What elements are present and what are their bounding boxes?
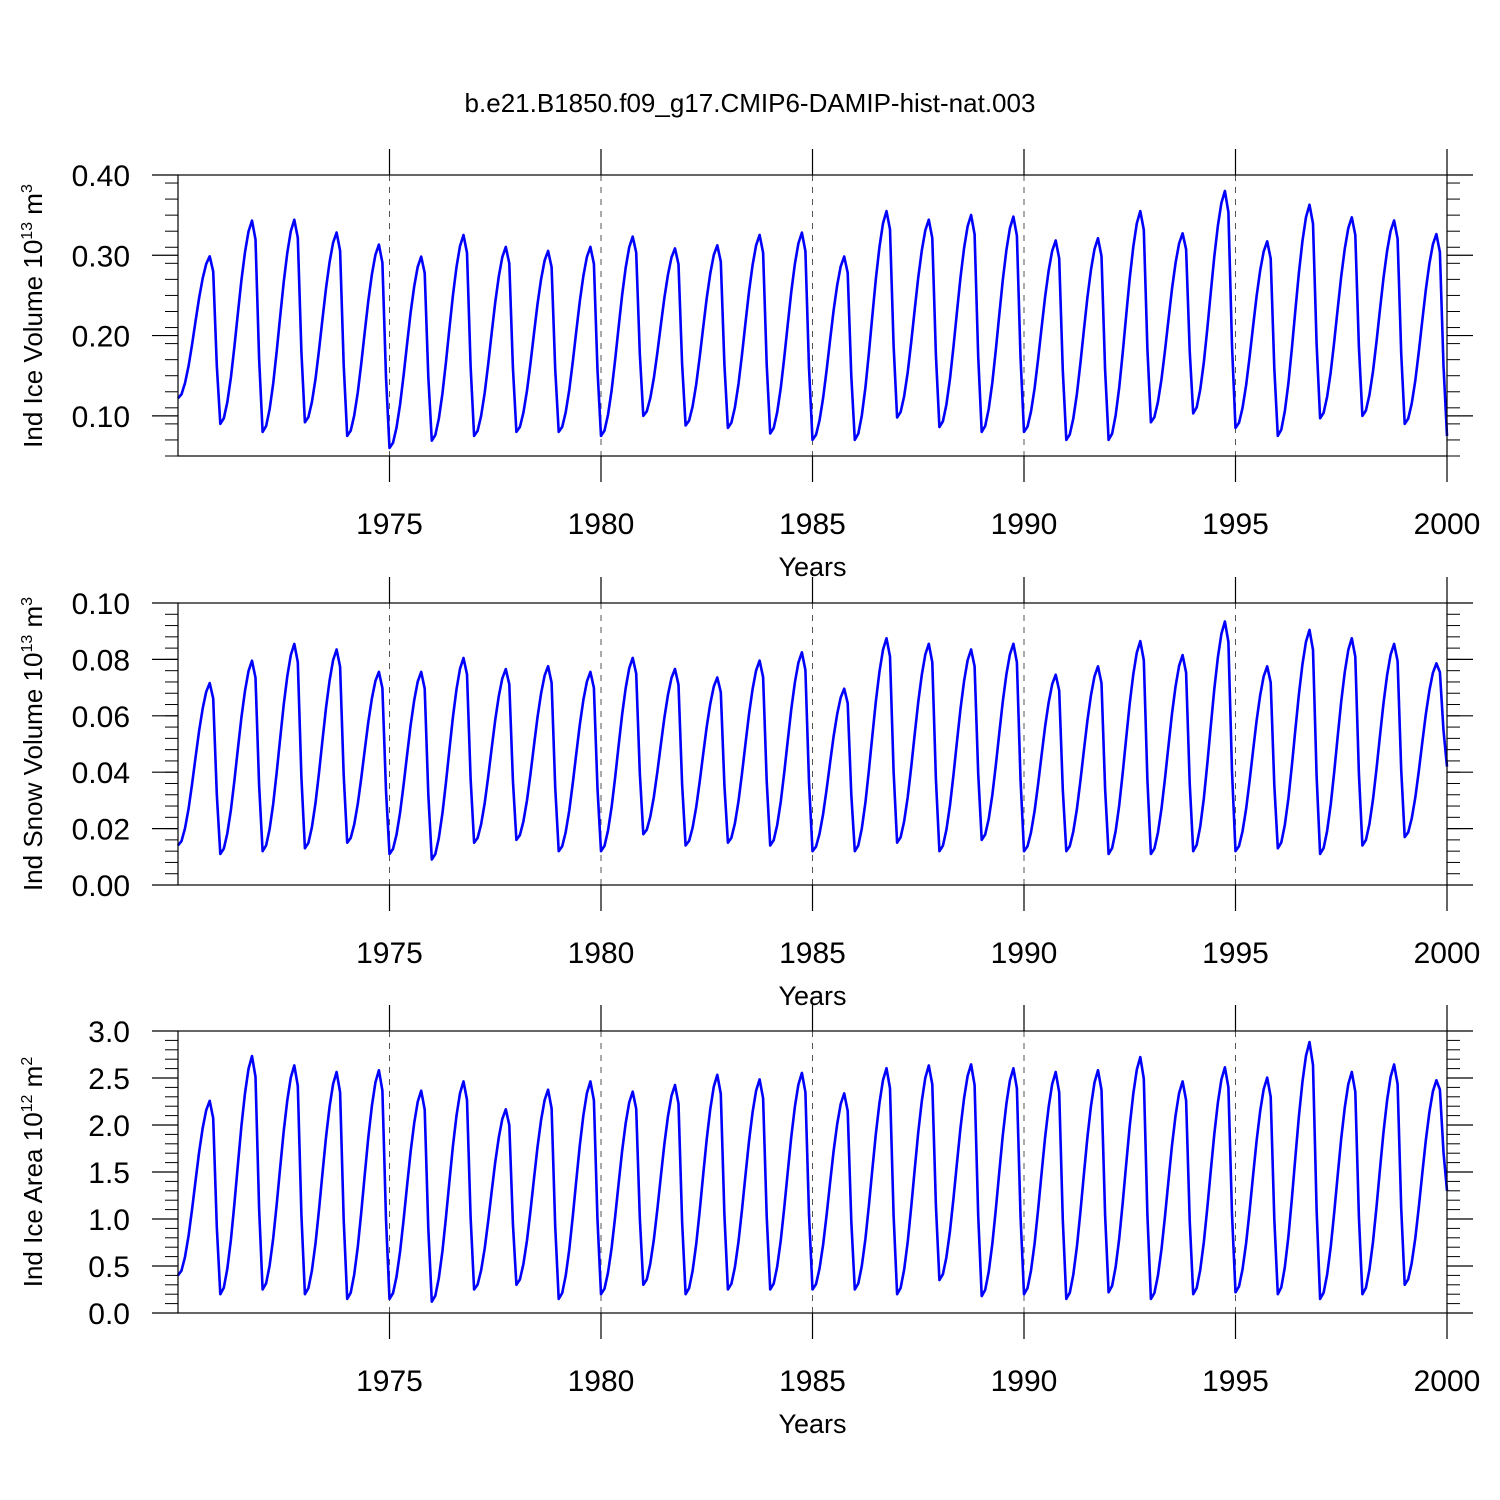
ice-volume-xtick-label: 1980	[568, 508, 635, 541]
ice-volume-xtick-label: 1995	[1202, 508, 1269, 541]
ice-area-ylabel-part: m	[18, 1066, 48, 1095]
ice-area-ytick-label: 0.5	[88, 1251, 130, 1284]
ice-area-ytick-label: 3.0	[88, 1016, 130, 1049]
snow-volume-xtick-label: 1995	[1202, 937, 1269, 970]
ice-volume-xtick-label: 1990	[991, 508, 1058, 541]
ice-volume-ylabel-part: Ind Ice Volume 10	[18, 240, 48, 448]
snow-volume-series-line	[176, 620, 1449, 861]
snow-volume-xtick-label: 1985	[779, 937, 846, 970]
snow-volume-xtick-label: 1975	[356, 937, 423, 970]
ice-area-ylabel: Ind Ice Area 1012 m2	[18, 1057, 48, 1288]
snow-volume-ytick-label: 0.02	[72, 814, 130, 847]
ice-area-panel: 0.0 0.5 1.0 1.5 2.0 2.5 3.0 1975 1980 1985 1990 199…	[18, 1005, 1480, 1439]
figure-title: b.e21.B1850.f09_g17.CMIP6-DAMIP-hist-nat…	[465, 88, 1036, 118]
ice-volume-xtick-label: 1975	[356, 508, 423, 541]
snow-volume-ylabel-part: m	[18, 606, 48, 635]
snow-volume-ytick-label: 0.00	[72, 870, 130, 903]
snow-volume-ylabel-part: 13	[19, 635, 36, 653]
ice-volume-ylabel-part: m	[18, 193, 48, 222]
ice-area-ylabel-part: Ind Ice Area 10	[18, 1112, 48, 1287]
ice-area-ytick-label: 2.0	[88, 1110, 130, 1143]
ice-area-xlabel: Years	[778, 1409, 846, 1439]
ice-volume-ylabel: Ind Ice Volume 1013 m3	[18, 184, 48, 448]
ice-area-xtick-label: 1980	[568, 1365, 635, 1398]
snow-volume-ytick-label: 0.08	[72, 644, 130, 677]
snow-volume-ytick-label: 0.06	[72, 701, 130, 734]
ice-volume-xtick-label: 1985	[779, 508, 846, 541]
ice-area-ytick-label: 2.5	[88, 1063, 130, 1096]
ice-volume-ytick-label: 0.20	[72, 321, 130, 354]
ice-volume-xtick-label: 2000	[1414, 508, 1481, 541]
ice-volume-series-line	[177, 189, 1449, 450]
ice-area-xtick-label: 1990	[991, 1365, 1058, 1398]
snow-volume-ytick-label: 0.04	[72, 757, 130, 790]
ice-volume-ytick-label: 0.40	[72, 160, 130, 193]
snow-volume-ylabel: Ind Snow Volume 1013 m3	[18, 597, 48, 891]
ice-area-ytick-label: 0.0	[88, 1298, 130, 1331]
ice-area-ylabel-part: 12	[19, 1094, 36, 1112]
ice-volume-ytick-label: 0.30	[72, 240, 130, 273]
ice-volume-ytick-label: 0.10	[72, 401, 130, 434]
snow-volume-xtick-label: 1980	[568, 937, 635, 970]
ice-volume-ylabel-part: 3	[19, 184, 36, 193]
snow-volume-xtick-label: 2000	[1414, 937, 1481, 970]
ice-area-xtick-label: 1995	[1202, 1365, 1269, 1398]
snow-volume-xtick-label: 1990	[991, 937, 1058, 970]
snow-volume-panel: 0.00 0.02 0.04 0.06 0.08 0.10 1975 1980 1985 1990…	[18, 577, 1480, 1011]
ice-area-ylabel-part: 2	[19, 1057, 36, 1066]
ice-area-xtick-label: 1975	[356, 1365, 423, 1398]
ice-volume-panel: 0.10 0.20 0.30 0.40 1975 1980 1985 1990 1995 2000…	[18, 149, 1480, 582]
ice-area-xtick-label: 2000	[1414, 1365, 1481, 1398]
snow-volume-ylabel-part: 3	[19, 597, 36, 606]
ice-area-xtick-label: 1985	[779, 1365, 846, 1398]
snow-volume-ytick-label: 0.10	[72, 588, 130, 621]
ice-area-series-line	[176, 1040, 1449, 1303]
snow-volume-ylabel-part: Ind Snow Volume 10	[18, 653, 48, 892]
ice-area-ytick-label: 1.5	[88, 1157, 130, 1190]
ice-area-ytick-label: 1.0	[88, 1204, 130, 1237]
ice-volume-ylabel-part: 13	[19, 222, 36, 240]
